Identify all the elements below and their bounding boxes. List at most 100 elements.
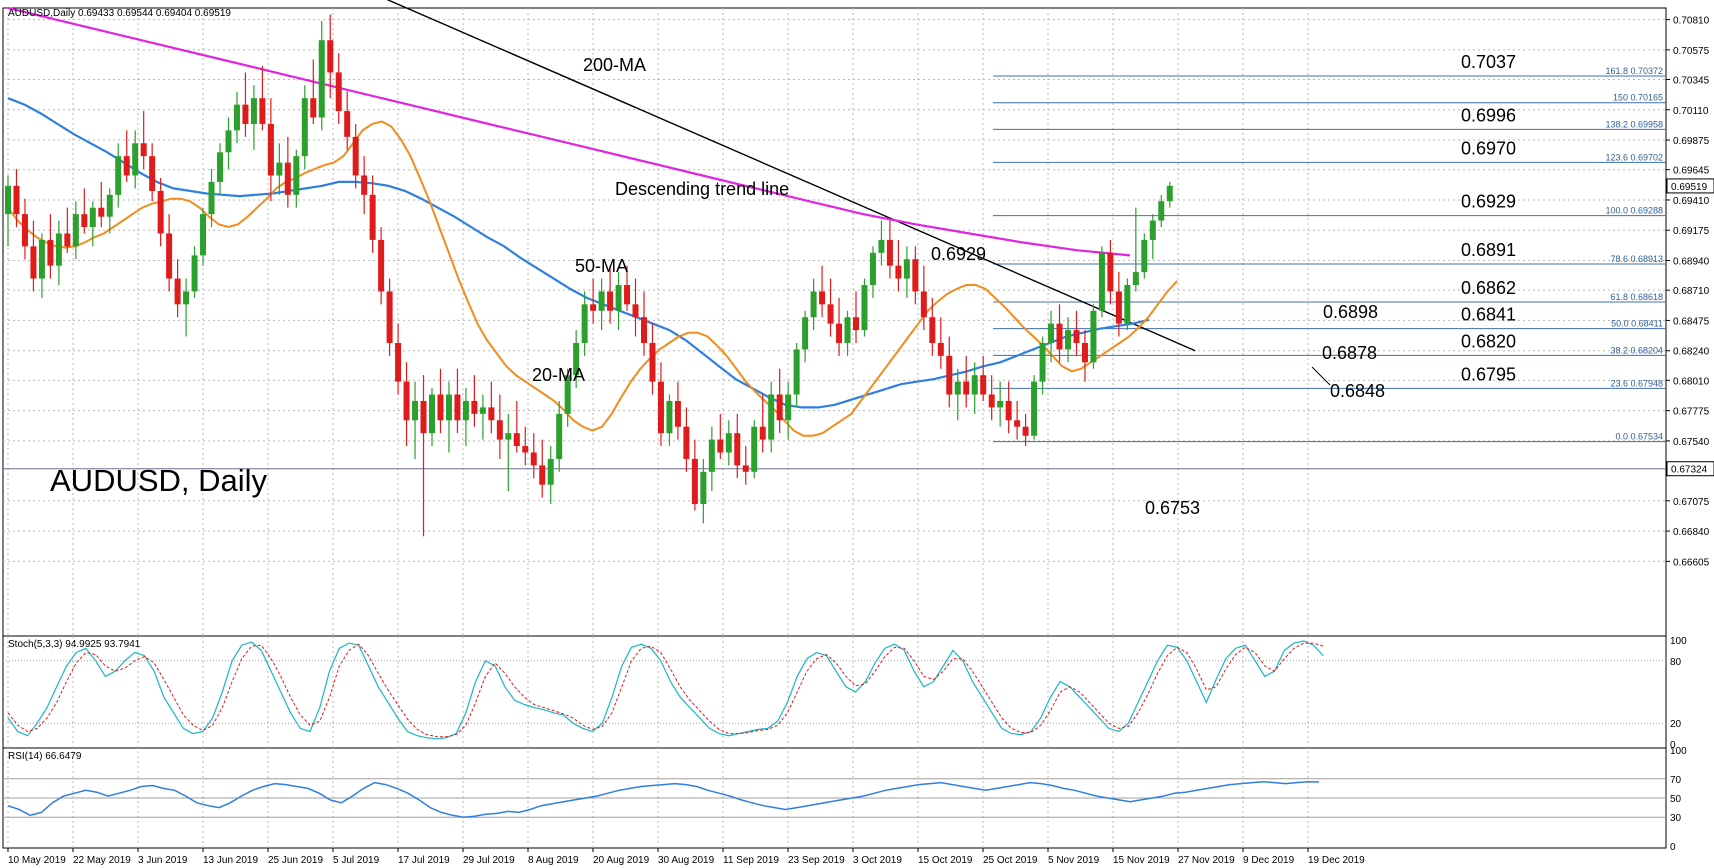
price-tick-label: 0.67540 bbox=[1673, 437, 1710, 448]
candle-down bbox=[420, 400, 427, 434]
candle-down bbox=[920, 291, 927, 318]
candle-up bbox=[462, 400, 469, 421]
price-tick-label: 0.69410 bbox=[1673, 196, 1710, 207]
candle-down bbox=[13, 185, 20, 215]
candle-down bbox=[827, 304, 834, 324]
candle-down bbox=[946, 355, 953, 395]
date-label: 25 Jun 2019 bbox=[268, 855, 323, 866]
date-label: 23 Sep 2019 bbox=[788, 855, 845, 866]
candle-down bbox=[242, 104, 249, 124]
candle-down bbox=[47, 239, 54, 266]
ma50-line bbox=[7, 97, 1150, 409]
candle-up bbox=[89, 207, 96, 228]
candle-down bbox=[21, 214, 28, 247]
candle-down bbox=[166, 233, 173, 279]
candle-up bbox=[200, 214, 207, 256]
date-label: 11 Sep 2019 bbox=[723, 855, 779, 866]
fib-price-label: 0.6841 bbox=[1461, 305, 1516, 325]
candle-down bbox=[335, 72, 342, 112]
candle-up bbox=[861, 285, 868, 331]
candle-down bbox=[1014, 420, 1021, 427]
candle-up bbox=[183, 291, 190, 305]
fib-label: 100.0 0.69288 bbox=[1605, 206, 1663, 216]
ohlc-text: 0.69433 0.69544 0.69404 0.69519 bbox=[78, 8, 231, 19]
price-tick-label: 0.68010 bbox=[1673, 376, 1710, 387]
candle-up bbox=[479, 407, 486, 414]
candle-down bbox=[759, 426, 766, 440]
fib-label: 78.6 0.68913 bbox=[1610, 254, 1663, 264]
fib-price-label: 0.6970 bbox=[1461, 138, 1516, 158]
candle-down bbox=[819, 291, 826, 305]
chart-title: AUDUSD, Daily bbox=[50, 463, 268, 498]
candle-up bbox=[55, 233, 62, 266]
date-label: 3 Oct 2019 bbox=[853, 855, 902, 866]
ma50-pointer bbox=[1311, 366, 1331, 386]
price-tick-label: 0.70110 bbox=[1673, 106, 1709, 117]
candle-down bbox=[344, 111, 351, 137]
candle-down bbox=[649, 342, 656, 382]
trend-line bbox=[386, 0, 1196, 352]
candle-up bbox=[132, 143, 139, 176]
candle-up bbox=[598, 291, 605, 311]
date-label: 22 May 2019 bbox=[73, 855, 131, 866]
candle-down bbox=[691, 458, 698, 505]
candle-down bbox=[81, 214, 88, 228]
price-tick-label: 0.66840 bbox=[1673, 527, 1710, 538]
candle-down bbox=[267, 123, 274, 176]
candle-up bbox=[115, 156, 122, 195]
rsi-label: RSI(14) 66.6479 bbox=[8, 751, 82, 762]
candle-down bbox=[1022, 426, 1029, 436]
price-tick-label: 0.69645 bbox=[1673, 166, 1710, 177]
candle-down bbox=[1081, 342, 1088, 363]
stoch-signal-line bbox=[7, 642, 1324, 738]
date-label: 5 Nov 2019 bbox=[1048, 855, 1100, 866]
rsi-axis-label: 100 bbox=[1670, 746, 1687, 757]
candle-down bbox=[1073, 330, 1080, 343]
candle-up bbox=[106, 194, 113, 217]
fib-label: 0.0 0.67534 bbox=[1615, 432, 1663, 442]
date-label: 10 May 2019 bbox=[8, 855, 66, 866]
chart-symbol: AUDUSD,Daily 0.69433 0.69544 0.69404 0.6… bbox=[8, 8, 231, 19]
fibonacci-levels: 161.8 0.70372 0.7037 150 0.70165 138.2 0.69… bbox=[3, 0, 1666, 470]
candle-up bbox=[1132, 272, 1139, 285]
price-tick-label: 0.68940 bbox=[1673, 257, 1710, 268]
price-tick-label: 0.67075 bbox=[1673, 497, 1710, 508]
price-tick-label: 0.69875 bbox=[1673, 136, 1710, 147]
candle-up bbox=[217, 152, 223, 182]
candle-down bbox=[886, 239, 893, 266]
candle-up bbox=[208, 181, 215, 215]
candle-down bbox=[369, 194, 376, 240]
candle-down bbox=[895, 265, 902, 279]
candle-down bbox=[259, 98, 266, 124]
date-label: 9 Dec 2019 bbox=[1243, 855, 1295, 866]
ma20-annotation: 20-MA bbox=[532, 365, 585, 385]
candle-down bbox=[674, 400, 681, 427]
candle-down bbox=[522, 446, 529, 453]
date-label: 30 Aug 2019 bbox=[658, 855, 715, 866]
candle-up bbox=[903, 259, 910, 279]
candle-down bbox=[912, 259, 919, 292]
candle-down bbox=[488, 407, 495, 421]
candle-down bbox=[64, 233, 71, 247]
candle-up bbox=[250, 98, 257, 124]
candle-up bbox=[1141, 239, 1148, 273]
stoch-main-line bbox=[7, 640, 1324, 740]
fib-label: 123.6 0.69702 bbox=[1605, 152, 1663, 162]
candle-up bbox=[1166, 185, 1173, 202]
price-tick-label: 0.68240 bbox=[1673, 347, 1710, 358]
stoch-panel bbox=[2, 635, 1667, 749]
candle-up bbox=[301, 98, 308, 157]
ma50-annotation: 50-MA bbox=[575, 256, 628, 276]
date-label: 25 Oct 2019 bbox=[983, 855, 1038, 866]
candle-up bbox=[1124, 285, 1131, 324]
rsi-axis-label: 70 bbox=[1670, 775, 1682, 786]
candle-down bbox=[174, 278, 181, 305]
candle-up bbox=[725, 433, 732, 453]
candle-up bbox=[666, 400, 673, 434]
price-tick-label: 0.68475 bbox=[1673, 316, 1710, 327]
date-label: 17 Jul 2019 bbox=[398, 855, 450, 866]
fib-price-label: 0.7037 bbox=[1461, 52, 1516, 72]
trend-annotation: Descending trend line bbox=[615, 179, 789, 199]
candle-up bbox=[38, 239, 45, 279]
